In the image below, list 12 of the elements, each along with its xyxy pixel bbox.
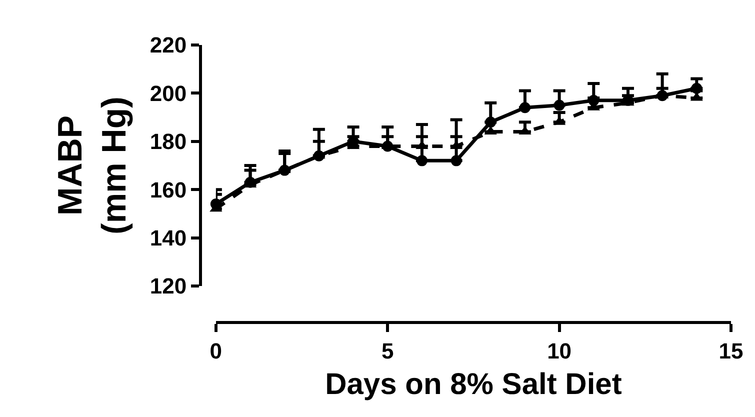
y-tick-label: 120 bbox=[150, 274, 187, 299]
x-tick-label: 0 bbox=[210, 338, 222, 364]
y-tick-label: 180 bbox=[150, 129, 187, 154]
y-tick-label: 220 bbox=[150, 32, 187, 58]
x-tick-label: 10 bbox=[547, 338, 572, 364]
y-tick-label: 200 bbox=[150, 80, 187, 106]
y-axis-title: MABP (mm Hg) bbox=[51, 96, 134, 234]
x-axis-title: Days on 8% Salt Diet bbox=[325, 368, 622, 401]
x-tick-label: 15 bbox=[718, 338, 744, 364]
y-tick-label: 160 bbox=[150, 177, 187, 202]
x-tick-label: 5 bbox=[381, 338, 394, 364]
y-tick-label: 140 bbox=[150, 225, 187, 250]
